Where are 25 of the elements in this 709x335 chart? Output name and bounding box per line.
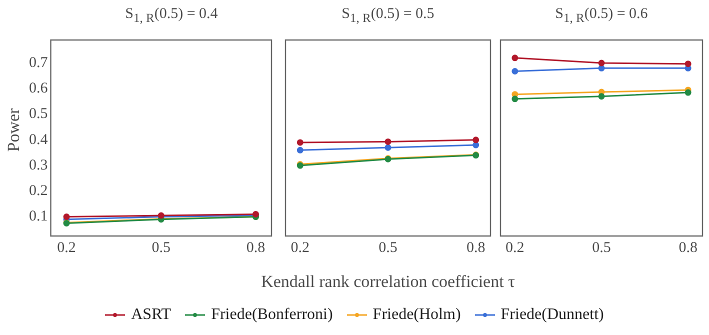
legend-label: Friede(Dunnett) xyxy=(500,306,604,324)
y-tick-label: 0.2 xyxy=(29,183,48,200)
x-axis-title: Kendall rank correlation coefficient τ xyxy=(260,272,516,292)
chart-title: S$_{1, R}$(0.5) = 0.5 xyxy=(340,5,436,27)
x-tick-label: 0.8 xyxy=(466,240,486,256)
chart-title: S$_{1, R}$(0.5) = 0.4 xyxy=(124,5,219,27)
x-tick-label: 0.2 xyxy=(57,240,76,256)
x-tick-label: 0.5 xyxy=(378,240,398,256)
x-tick-label: 0.8 xyxy=(678,240,698,256)
y-tick-label: 0.4 xyxy=(29,132,48,148)
y-tick-label: 0.6 xyxy=(29,80,48,97)
y-tick-label: 0.3 xyxy=(29,157,48,174)
x-tick-label: 0.2 xyxy=(506,240,524,256)
y-axis-title: Power xyxy=(4,107,24,154)
y-tick-label: 0.5 xyxy=(29,106,48,122)
x-tick-label: 0.5 xyxy=(152,240,170,256)
y-tick-label: 0.1 xyxy=(29,208,48,225)
y-tick-label: 0.7 xyxy=(29,54,48,71)
x-tick-label: 0.5 xyxy=(592,240,611,256)
legend-label: Friede(Bonferroni) xyxy=(211,306,333,324)
x-tick-label: 0.2 xyxy=(290,240,310,256)
legend-label: ASRT xyxy=(131,306,172,324)
x-tick-label: 0.8 xyxy=(246,240,266,256)
chart-title: S$_{1, R}$(0.5) = 0.6 xyxy=(554,5,649,27)
legend-label: Friede(Holm) xyxy=(372,306,461,324)
